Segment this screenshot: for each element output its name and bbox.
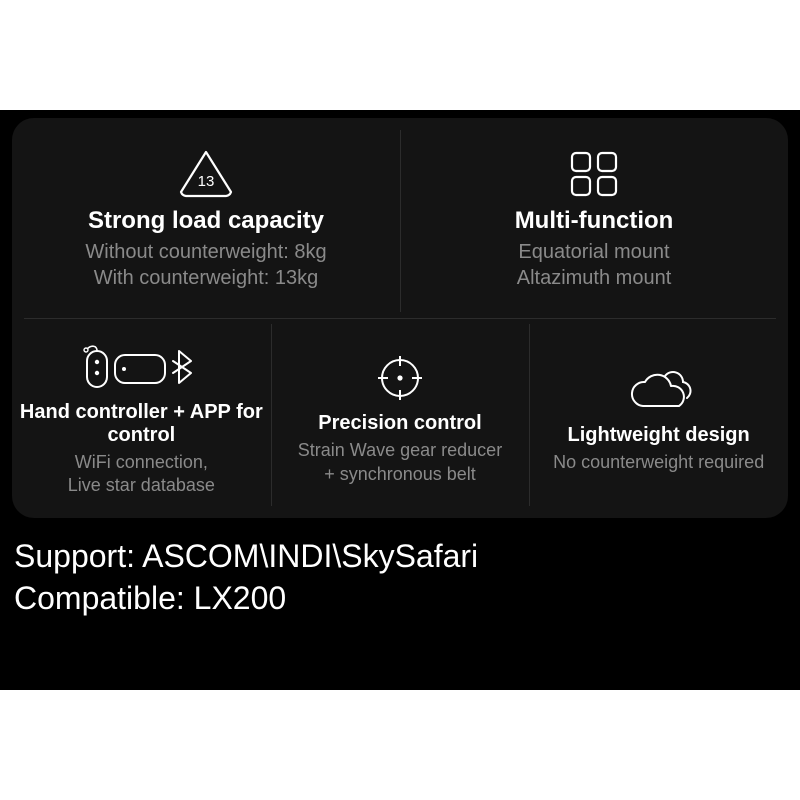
- cell-title: Precision control: [318, 412, 481, 435]
- canvas: 13 Strong load capacity Without counterw…: [0, 0, 800, 800]
- bottom-row: Hand controller + APP for control WiFi c…: [12, 318, 788, 518]
- cell-load-capacity: 13 Strong load capacity Without counterw…: [12, 118, 400, 318]
- cell-precision-control: Precision control Strain Wave gear reduc…: [271, 318, 530, 518]
- cell-desc-line2: Live star database: [68, 474, 215, 497]
- cell-desc-line2: Altazimuth mount: [517, 265, 672, 291]
- cell-title: Multi-function: [515, 207, 674, 235]
- cell-title: Strong load capacity: [88, 207, 324, 235]
- cell-hand-controller: Hand controller + APP for control WiFi c…: [12, 318, 271, 518]
- cell-desc-line1: WiFi connection,: [75, 451, 208, 474]
- cell-title: Hand controller + APP for control: [18, 401, 265, 447]
- triangle-number: 13: [198, 173, 215, 190]
- crosshair-icon: [376, 350, 424, 406]
- devices-bluetooth-icon: [81, 339, 201, 395]
- cloud-icon: [625, 362, 693, 418]
- cell-multi-function: Multi-function Equatorial mount Altazimu…: [400, 118, 788, 318]
- grid-icon: [568, 145, 620, 201]
- content-region: 13 Strong load capacity Without counterw…: [0, 110, 800, 690]
- cell-title: Lightweight design: [568, 424, 750, 447]
- cell-desc-line1: No counterweight required: [553, 451, 764, 474]
- cell-desc-line1: Equatorial mount: [518, 239, 669, 265]
- cell-desc-line2: + synchronous belt: [324, 463, 476, 486]
- feature-panel: 13 Strong load capacity Without counterw…: [12, 118, 788, 518]
- footer-line1: Support: ASCOM\INDI\SkySafari: [14, 536, 478, 578]
- cell-desc-line1: Strain Wave gear reducer: [298, 439, 502, 462]
- triangle-13-icon: 13: [177, 145, 235, 201]
- cell-desc-line1: Without counterweight: 8kg: [85, 239, 326, 265]
- cell-lightweight: Lightweight design No counterweight requ…: [529, 318, 788, 518]
- footer-line2: Compatible: LX200: [14, 578, 478, 620]
- top-row: 13 Strong load capacity Without counterw…: [12, 118, 788, 318]
- footer-text: Support: ASCOM\INDI\SkySafari Compatible…: [14, 536, 478, 619]
- cell-desc-line2: With counterweight: 13kg: [94, 265, 319, 291]
